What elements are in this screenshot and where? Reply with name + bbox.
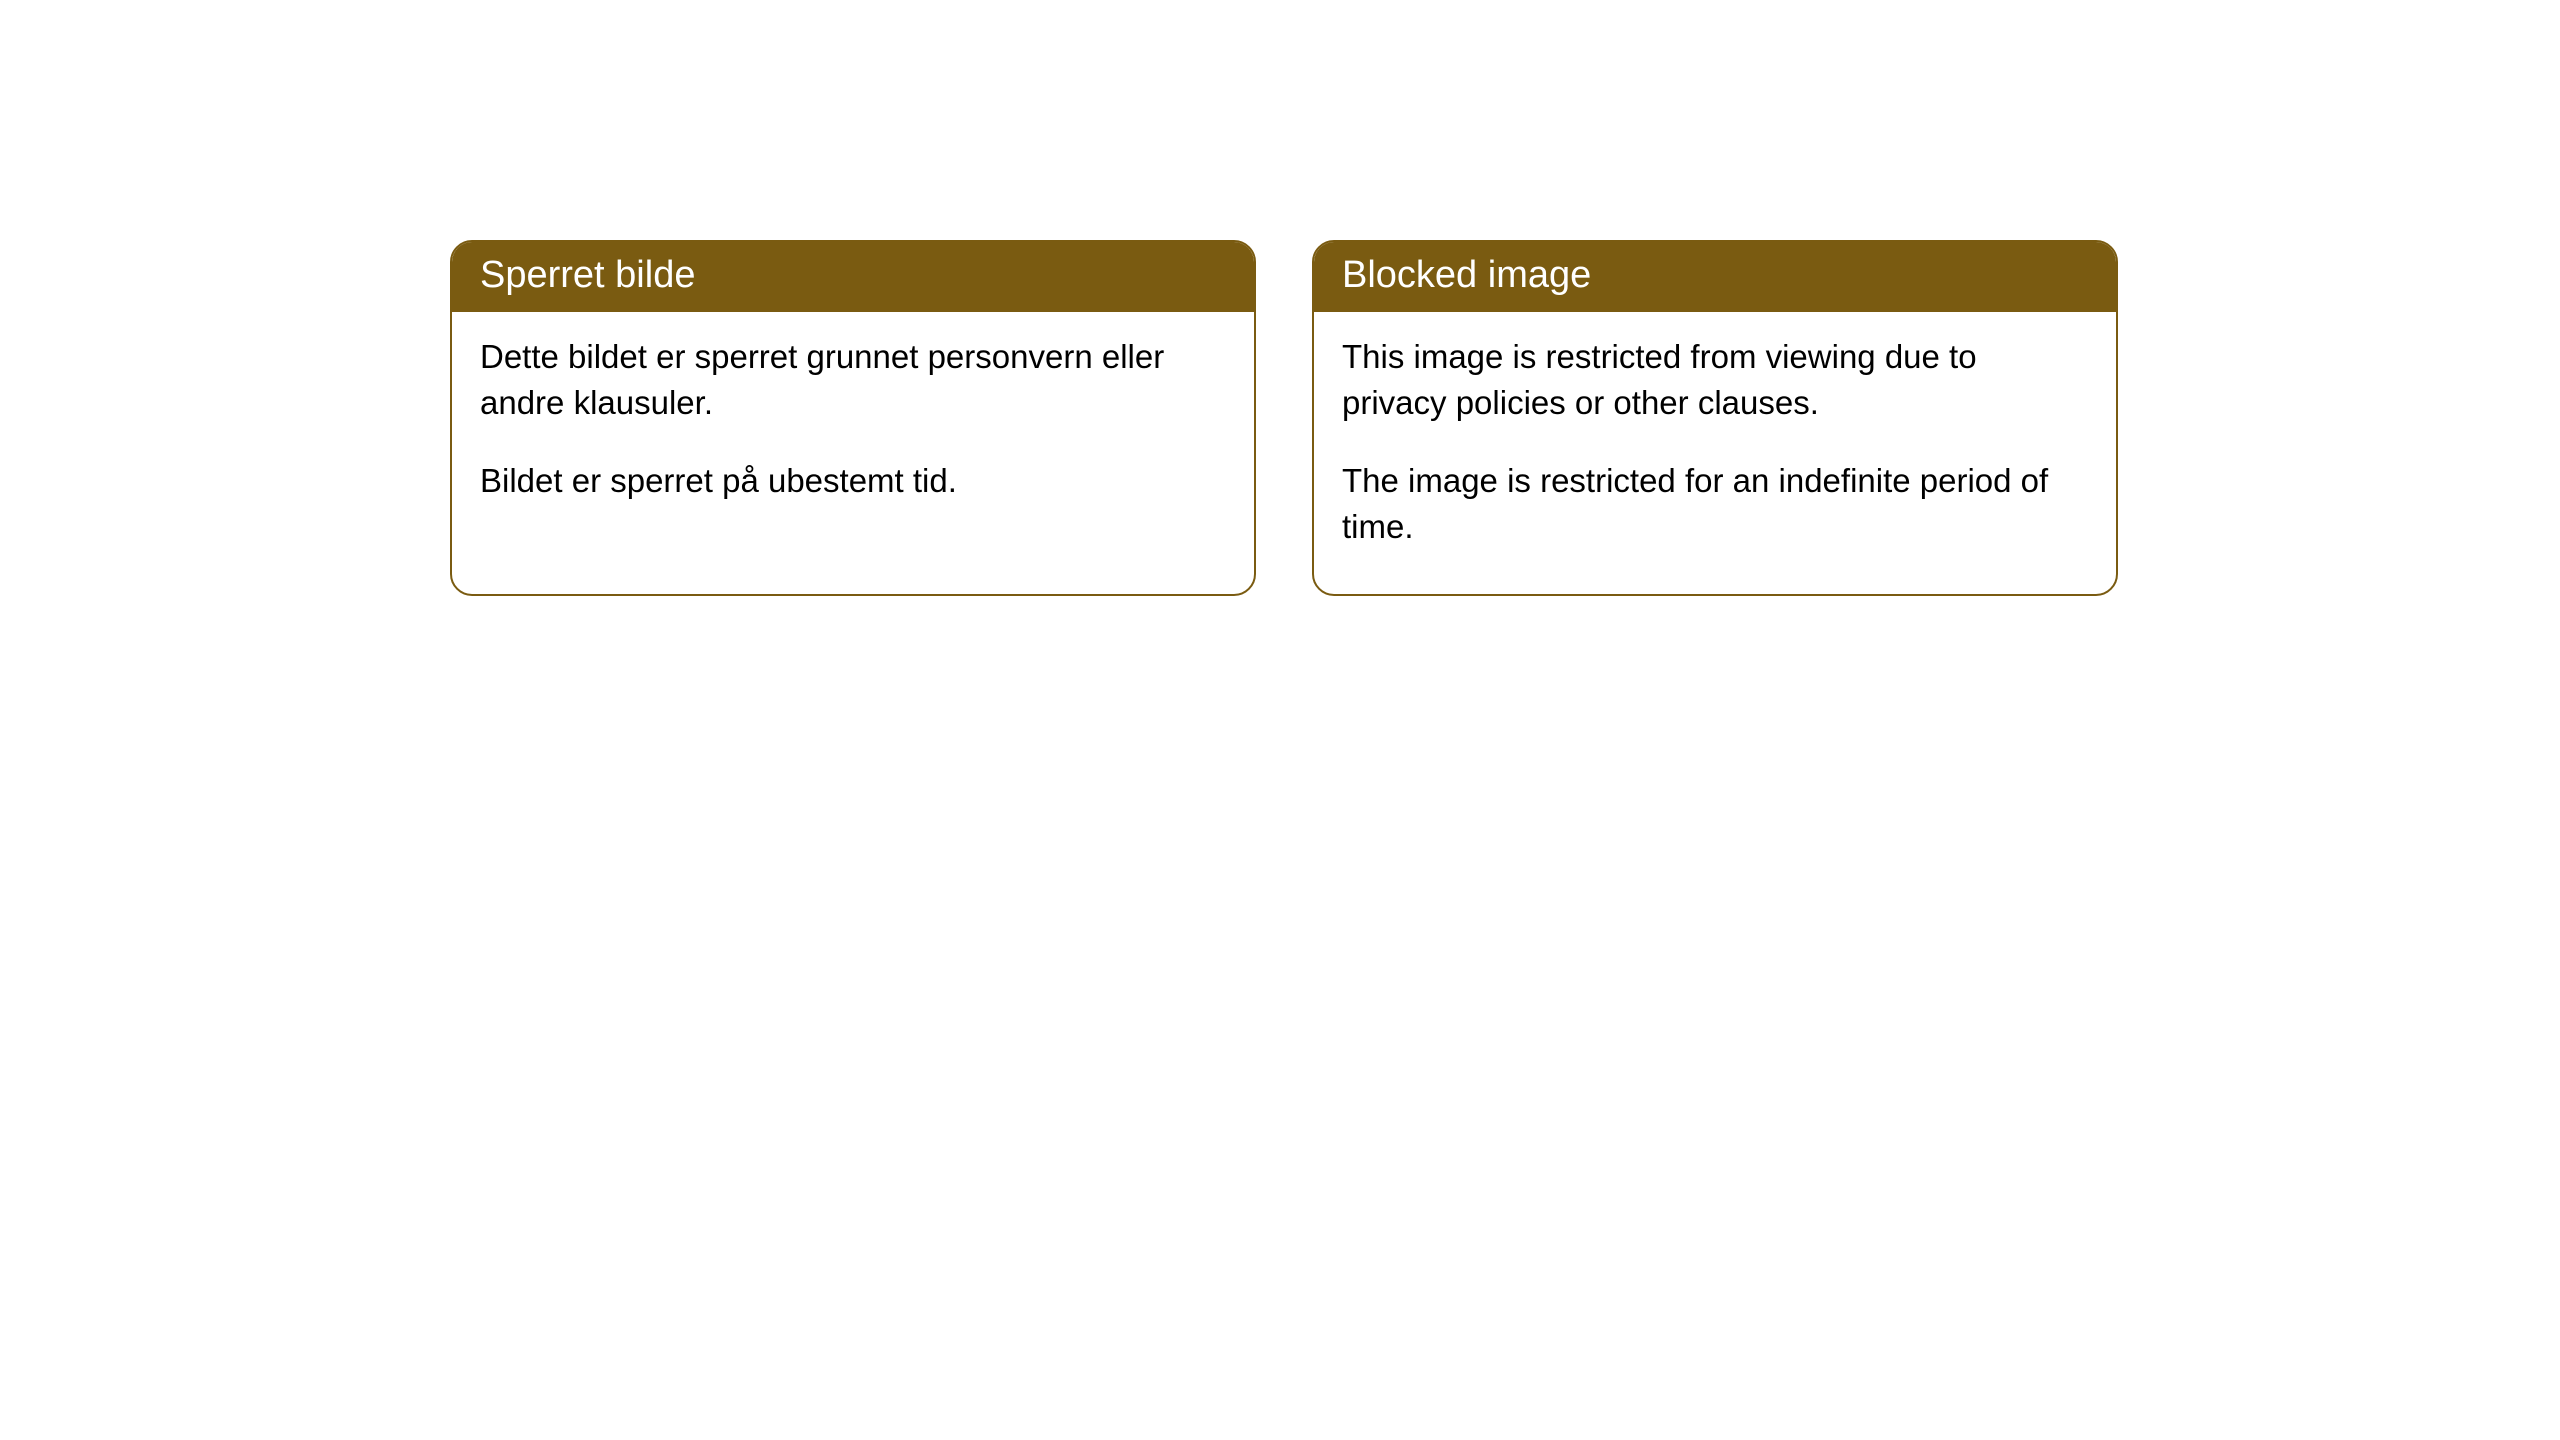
card-header: Sperret bilde bbox=[452, 242, 1254, 312]
card-body: Dette bildet er sperret grunnet personve… bbox=[452, 312, 1254, 549]
notice-text-p2: The image is restricted for an indefinit… bbox=[1342, 458, 2088, 550]
blocked-image-card-norwegian: Sperret bilde Dette bildet er sperret gr… bbox=[450, 240, 1256, 596]
card-header: Blocked image bbox=[1314, 242, 2116, 312]
notice-text-p1: Dette bildet er sperret grunnet personve… bbox=[480, 334, 1226, 426]
notice-text-p1: This image is restricted from viewing du… bbox=[1342, 334, 2088, 426]
notice-text-p2: Bildet er sperret på ubestemt tid. bbox=[480, 458, 1226, 504]
notice-cards-container: Sperret bilde Dette bildet er sperret gr… bbox=[450, 240, 2118, 596]
card-body: This image is restricted from viewing du… bbox=[1314, 312, 2116, 595]
blocked-image-card-english: Blocked image This image is restricted f… bbox=[1312, 240, 2118, 596]
